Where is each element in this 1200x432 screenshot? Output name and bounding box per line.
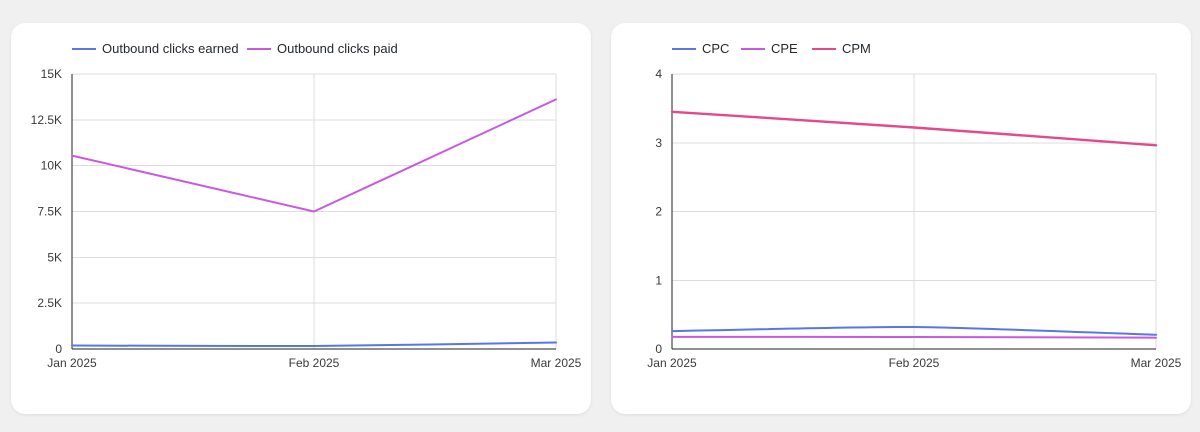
svg-text:0: 0: [655, 342, 662, 356]
svg-text:3: 3: [655, 136, 662, 150]
svg-text:Jan 2025: Jan 2025: [647, 356, 697, 370]
svg-text:Mar 2025: Mar 2025: [1131, 356, 1182, 370]
svg-text:4: 4: [655, 67, 662, 81]
svg-text:1: 1: [655, 273, 662, 287]
svg-text:Feb 2025: Feb 2025: [889, 356, 940, 370]
svg-text:2: 2: [655, 205, 662, 219]
